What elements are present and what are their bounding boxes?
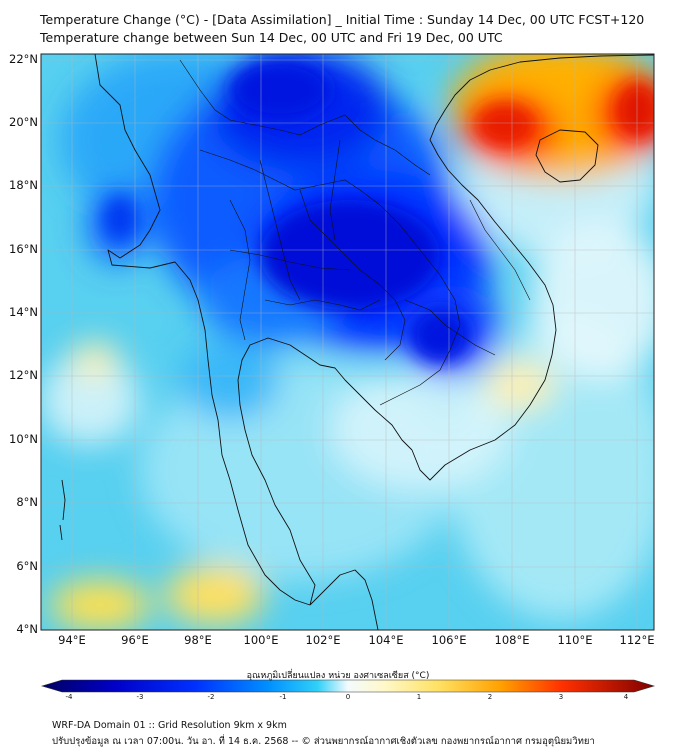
lon-tick: 98°E xyxy=(184,633,212,647)
lat-tick: 6°N xyxy=(16,559,38,573)
colorbar-tick: 0 xyxy=(345,693,351,701)
footer-update-info: ปรับปรุงข้อมูล ณ เวลา 07:00น. วัน อา. ที… xyxy=(52,736,595,747)
colorbar-tick: 2 xyxy=(487,693,493,701)
country-borders xyxy=(179,59,531,406)
temperature-field xyxy=(41,54,654,630)
lat-tick: 10°N xyxy=(9,432,38,446)
lat-tick: 14°N xyxy=(9,305,38,319)
lon-tick: 108°E xyxy=(494,633,530,647)
colorbar-tick: 1 xyxy=(416,693,422,701)
lon-tick: 100°E xyxy=(243,633,279,647)
lon-tick: 102°E xyxy=(305,633,341,647)
chart-subtitle: Temperature change between Sun 14 Dec, 0… xyxy=(40,30,503,45)
footer-model-info: WRF-DA Domain 01 :: Grid Resolution 9km … xyxy=(52,720,287,731)
colorbar xyxy=(40,679,656,693)
lon-tick: 96°E xyxy=(121,633,149,647)
lat-tick: 8°N xyxy=(16,495,38,509)
lat-tick: 20°N xyxy=(9,115,38,129)
lon-tick: 110°E xyxy=(557,633,593,647)
colorbar-tick: -4 xyxy=(65,693,73,701)
chart-title: Temperature Change (°C) - [Data Assimila… xyxy=(40,12,645,27)
coastlines xyxy=(59,54,654,630)
colorbar-tick: -1 xyxy=(279,693,287,701)
lat-tick: 4°N xyxy=(16,622,38,636)
colorbar-tick: 3 xyxy=(558,693,564,701)
lon-tick: 104°E xyxy=(368,633,404,647)
lat-tick: 16°N xyxy=(9,242,38,256)
colorbar-tick: -3 xyxy=(136,693,144,701)
colorbar-tick: -2 xyxy=(207,693,215,701)
colorbar-title: อุณหภูมิเปลี่ยนแปลง หน่วย องศาเซลเซียส (… xyxy=(246,671,430,681)
lat-tick: 22°N xyxy=(9,52,38,66)
lon-tick: 94°E xyxy=(58,633,86,647)
lon-tick: 112°E xyxy=(619,633,655,647)
lon-tick: 106°E xyxy=(431,633,467,647)
colorbar-tick: 4 xyxy=(623,693,629,701)
graticule xyxy=(41,54,654,630)
lat-tick: 12°N xyxy=(9,368,38,382)
lat-tick: 18°N xyxy=(9,178,38,192)
